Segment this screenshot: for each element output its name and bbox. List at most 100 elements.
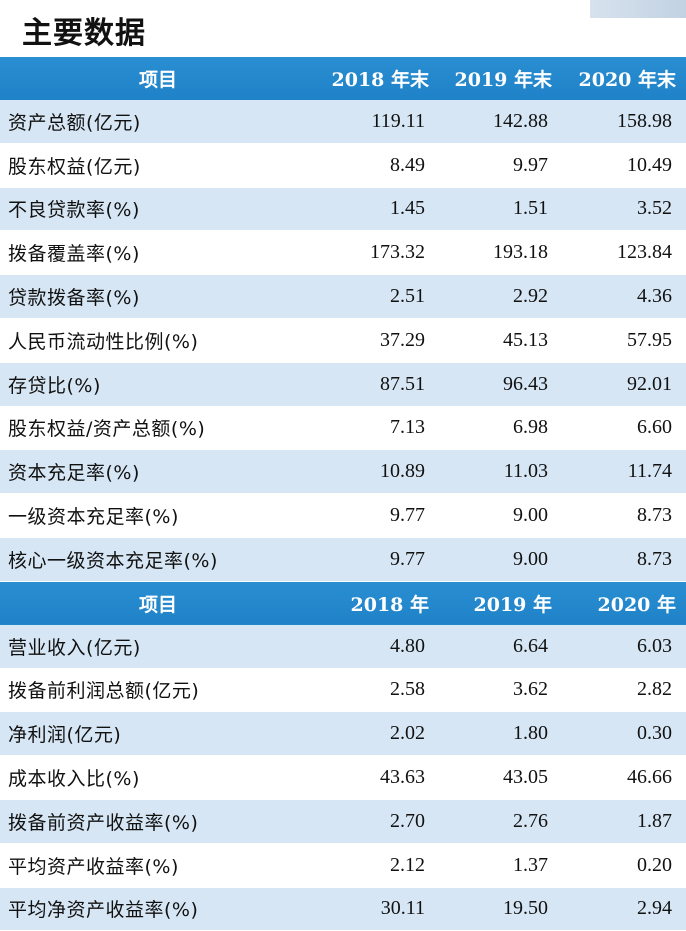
row-label-cell: 资产总额(亿元)	[0, 100, 316, 144]
table-row: 股东权益(亿元) 8.49 9.97 10.49	[0, 143, 686, 188]
table-row: 成本收入比(%) 43.63 43.05 46.66	[0, 755, 686, 800]
value-cell: 87.51	[316, 362, 439, 407]
value-cell: 2.82	[562, 668, 686, 713]
row-label-cell: 净利润(亿元)	[0, 711, 316, 757]
value-cell: 2.94	[562, 887, 686, 931]
value-cell: 119.11	[316, 100, 439, 144]
value-cell: 1.87	[562, 799, 686, 844]
table-row: 平均资产收益率(%) 2.12 1.37 0.20	[0, 843, 686, 888]
row-label-cell: 核心一级资本充足率(%)	[0, 537, 316, 582]
table-row: 拨备覆盖率(%) 173.32 193.18 123.84	[0, 230, 686, 276]
value-cell: 8.73	[562, 537, 686, 582]
value-cell: 2.51	[316, 274, 439, 319]
value-cell: 2.70	[316, 799, 439, 844]
value-cell: 2.02	[316, 711, 439, 757]
value-cell: 9.77	[316, 537, 439, 582]
table-row: 不良贷款率(%) 1.45 1.51 3.52	[0, 187, 686, 232]
value-cell: 57.95	[562, 318, 686, 363]
data-table-wrap: 项目 2018 年末 2019 年末 2020 年末 资产总额(亿元) 119.11 142…	[0, 57, 686, 931]
value-cell: 3.52	[562, 187, 686, 232]
value-cell: 43.63	[316, 755, 439, 800]
table-row: 营业收入(亿元) 4.80 6.64 6.03	[0, 624, 686, 669]
value-cell: 11.03	[439, 449, 562, 495]
value-cell: 11.74	[562, 449, 686, 495]
value-cell: 46.66	[562, 755, 686, 800]
row-label-cell: 平均净资产收益率(%)	[0, 887, 316, 931]
header-label-cell: 项目	[0, 57, 316, 100]
value-cell: 37.29	[316, 318, 439, 363]
value-cell: 96.43	[439, 362, 562, 407]
table-row: 一级资本充足率(%) 9.77 9.00 8.73	[0, 493, 686, 538]
value-cell: 1.37	[439, 843, 562, 888]
value-cell: 9.00	[439, 493, 562, 538]
value-cell: 10.49	[562, 143, 686, 188]
title-bar: 主要数据	[0, 0, 686, 57]
value-cell: 4.80	[316, 624, 439, 669]
table-header-row: 项目 2018 年末 2019 年末 2020 年末	[0, 57, 686, 100]
row-label-cell: 存贷比(%)	[0, 362, 316, 407]
value-cell: 2.76	[439, 799, 562, 844]
table-row: 拨备前利润总额(亿元) 2.58 3.62 2.82	[0, 668, 686, 713]
value-cell: 2.58	[316, 668, 439, 713]
table-row: 核心一级资本充足率(%) 9.77 9.00 8.73	[0, 537, 686, 582]
value-cell: 158.98	[562, 100, 686, 144]
page-title: 主要数据	[22, 16, 146, 51]
table-header-row: 项目 2018 年 2019 年 2020 年	[0, 581, 686, 625]
value-cell: 92.01	[562, 362, 686, 407]
table-row: 贷款拨备率(%) 2.51 2.92 4.36	[0, 274, 686, 319]
table-row: 人民币流动性比例(%) 37.29 45.13 57.95	[0, 318, 686, 363]
value-cell: 4.36	[562, 274, 686, 319]
row-label-cell: 拨备前资产收益率(%)	[0, 799, 316, 844]
row-label-cell: 平均资产收益率(%)	[0, 843, 316, 888]
value-cell: 10.89	[316, 449, 439, 495]
value-cell: 8.73	[562, 493, 686, 538]
value-cell: 9.77	[316, 493, 439, 538]
header-year-cell: 2019 年末	[439, 57, 562, 100]
header-label-cell: 项目	[0, 581, 316, 625]
value-cell: 0.20	[562, 843, 686, 888]
table-row: 股东权益/资产总额(%) 7.13 6.98 6.60	[0, 406, 686, 451]
value-cell: 7.13	[316, 406, 439, 451]
table-row: 资产总额(亿元) 119.11 142.88 158.98	[0, 100, 686, 144]
value-cell: 2.12	[316, 843, 439, 888]
value-cell: 6.64	[439, 624, 562, 669]
value-cell: 1.45	[316, 187, 439, 232]
row-label-cell: 成本收入比(%)	[0, 755, 316, 800]
value-cell: 1.80	[439, 711, 562, 757]
header-year-cell: 2019 年	[439, 581, 562, 625]
header-year-cell: 2018 年末	[316, 57, 439, 100]
row-label-cell: 拨备前利润总额(亿元)	[0, 668, 316, 713]
row-label-cell: 一级资本充足率(%)	[0, 493, 316, 538]
value-cell: 30.11	[316, 887, 439, 931]
row-label-cell: 拨备覆盖率(%)	[0, 230, 316, 276]
table-row: 净利润(亿元) 2.02 1.80 0.30	[0, 711, 686, 757]
value-cell: 193.18	[439, 230, 562, 276]
background-corner	[590, 0, 686, 18]
value-cell: 2.92	[439, 274, 562, 319]
value-cell: 8.49	[316, 143, 439, 188]
value-cell: 0.30	[562, 711, 686, 757]
value-cell: 43.05	[439, 755, 562, 800]
table-row: 存贷比(%) 87.51 96.43 92.01	[0, 362, 686, 407]
header-year-cell: 2020 年末	[562, 57, 686, 100]
row-label-cell: 不良贷款率(%)	[0, 187, 316, 232]
value-cell: 19.50	[439, 887, 562, 931]
row-label-cell: 贷款拨备率(%)	[0, 274, 316, 319]
value-cell: 173.32	[316, 230, 439, 276]
row-label-cell: 人民币流动性比例(%)	[0, 318, 316, 363]
value-cell: 3.62	[439, 668, 562, 713]
value-cell: 1.51	[439, 187, 562, 232]
value-cell: 123.84	[562, 230, 686, 276]
value-cell: 6.98	[439, 406, 562, 451]
table-row: 平均净资产收益率(%) 30.11 19.50 2.94	[0, 887, 686, 931]
table-row: 资本充足率(%) 10.89 11.03 11.74	[0, 449, 686, 495]
value-cell: 9.97	[439, 143, 562, 188]
header-year-cell: 2020 年	[562, 581, 686, 625]
value-cell: 45.13	[439, 318, 562, 363]
row-label-cell: 股东权益/资产总额(%)	[0, 406, 316, 451]
table-row: 拨备前资产收益率(%) 2.70 2.76 1.87	[0, 799, 686, 844]
row-label-cell: 股东权益(亿元)	[0, 143, 316, 188]
value-cell: 9.00	[439, 537, 562, 582]
value-cell: 6.03	[562, 624, 686, 669]
